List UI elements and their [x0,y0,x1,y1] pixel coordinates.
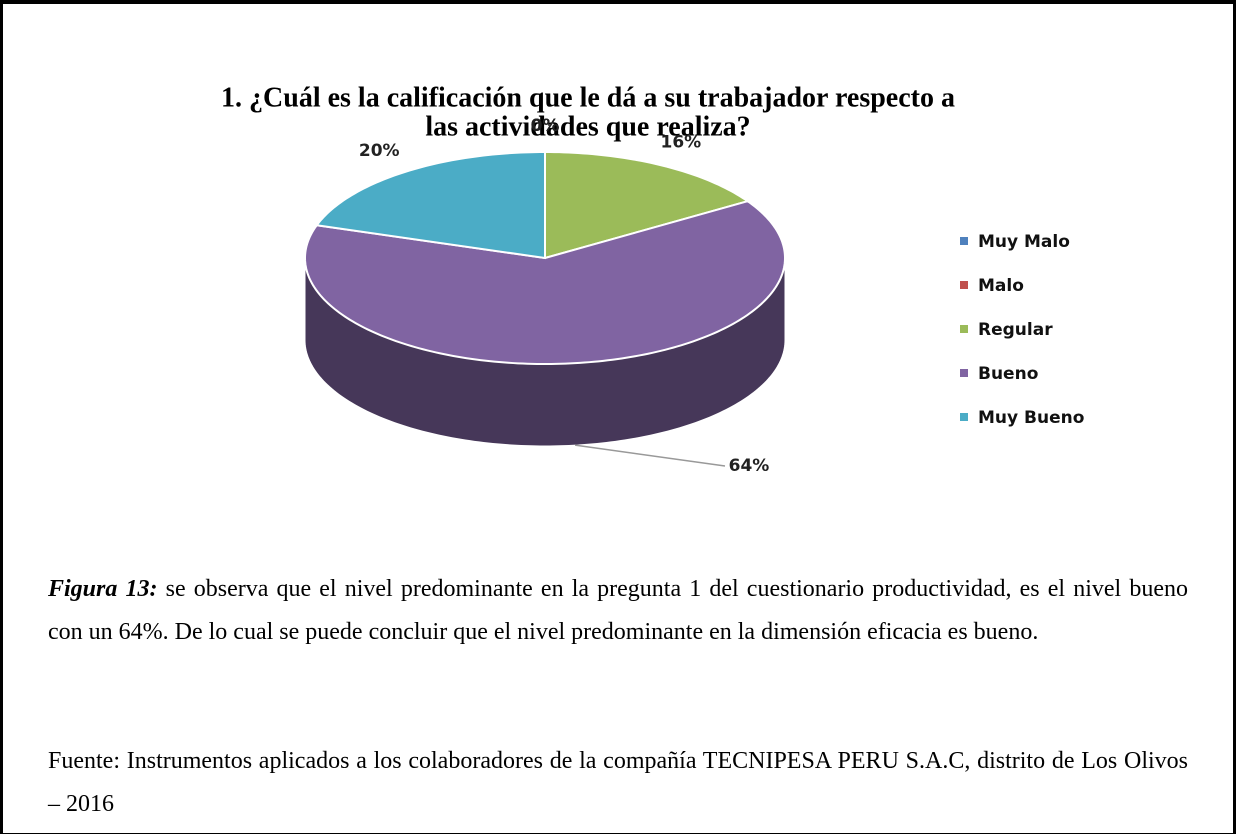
slice [544,150,750,260]
source: Fuente: Instrumentos aplicados a los col… [48,748,1188,817]
legend-label: Muy Malo [978,232,1070,252]
chart-title: 1. ¿Cuál es la calificación que le dá a … [221,82,955,113]
chart-title: las actividades que realiza? [425,111,750,142]
data-label: 64% [729,456,770,476]
leader-line [574,444,726,467]
slice [314,150,546,260]
caption-label: Figura 13: [48,576,158,602]
legend-swatch [960,413,968,421]
data-label: 20% [359,141,400,161]
legend-swatch [960,369,968,377]
data-label: 16% [661,132,702,152]
legend-label: Muy Bueno [978,408,1084,428]
slice [304,200,786,365]
legend-label: Bueno [978,364,1038,384]
legend-swatch [960,325,968,333]
caption-text: se observa que el nivel predominante en … [48,576,1188,645]
legend-label: Regular [978,320,1053,340]
data-label: 0% [531,116,560,136]
caption: Figura 13: se observa que el nivel predo… [48,568,1188,654]
legend-swatch [960,281,968,289]
legend-label: Malo [978,276,1024,296]
data-label: 0% [531,116,560,136]
legend-swatch [960,237,968,245]
chart: 1. ¿Cuál es la calificación que le dá a … [221,82,1084,476]
